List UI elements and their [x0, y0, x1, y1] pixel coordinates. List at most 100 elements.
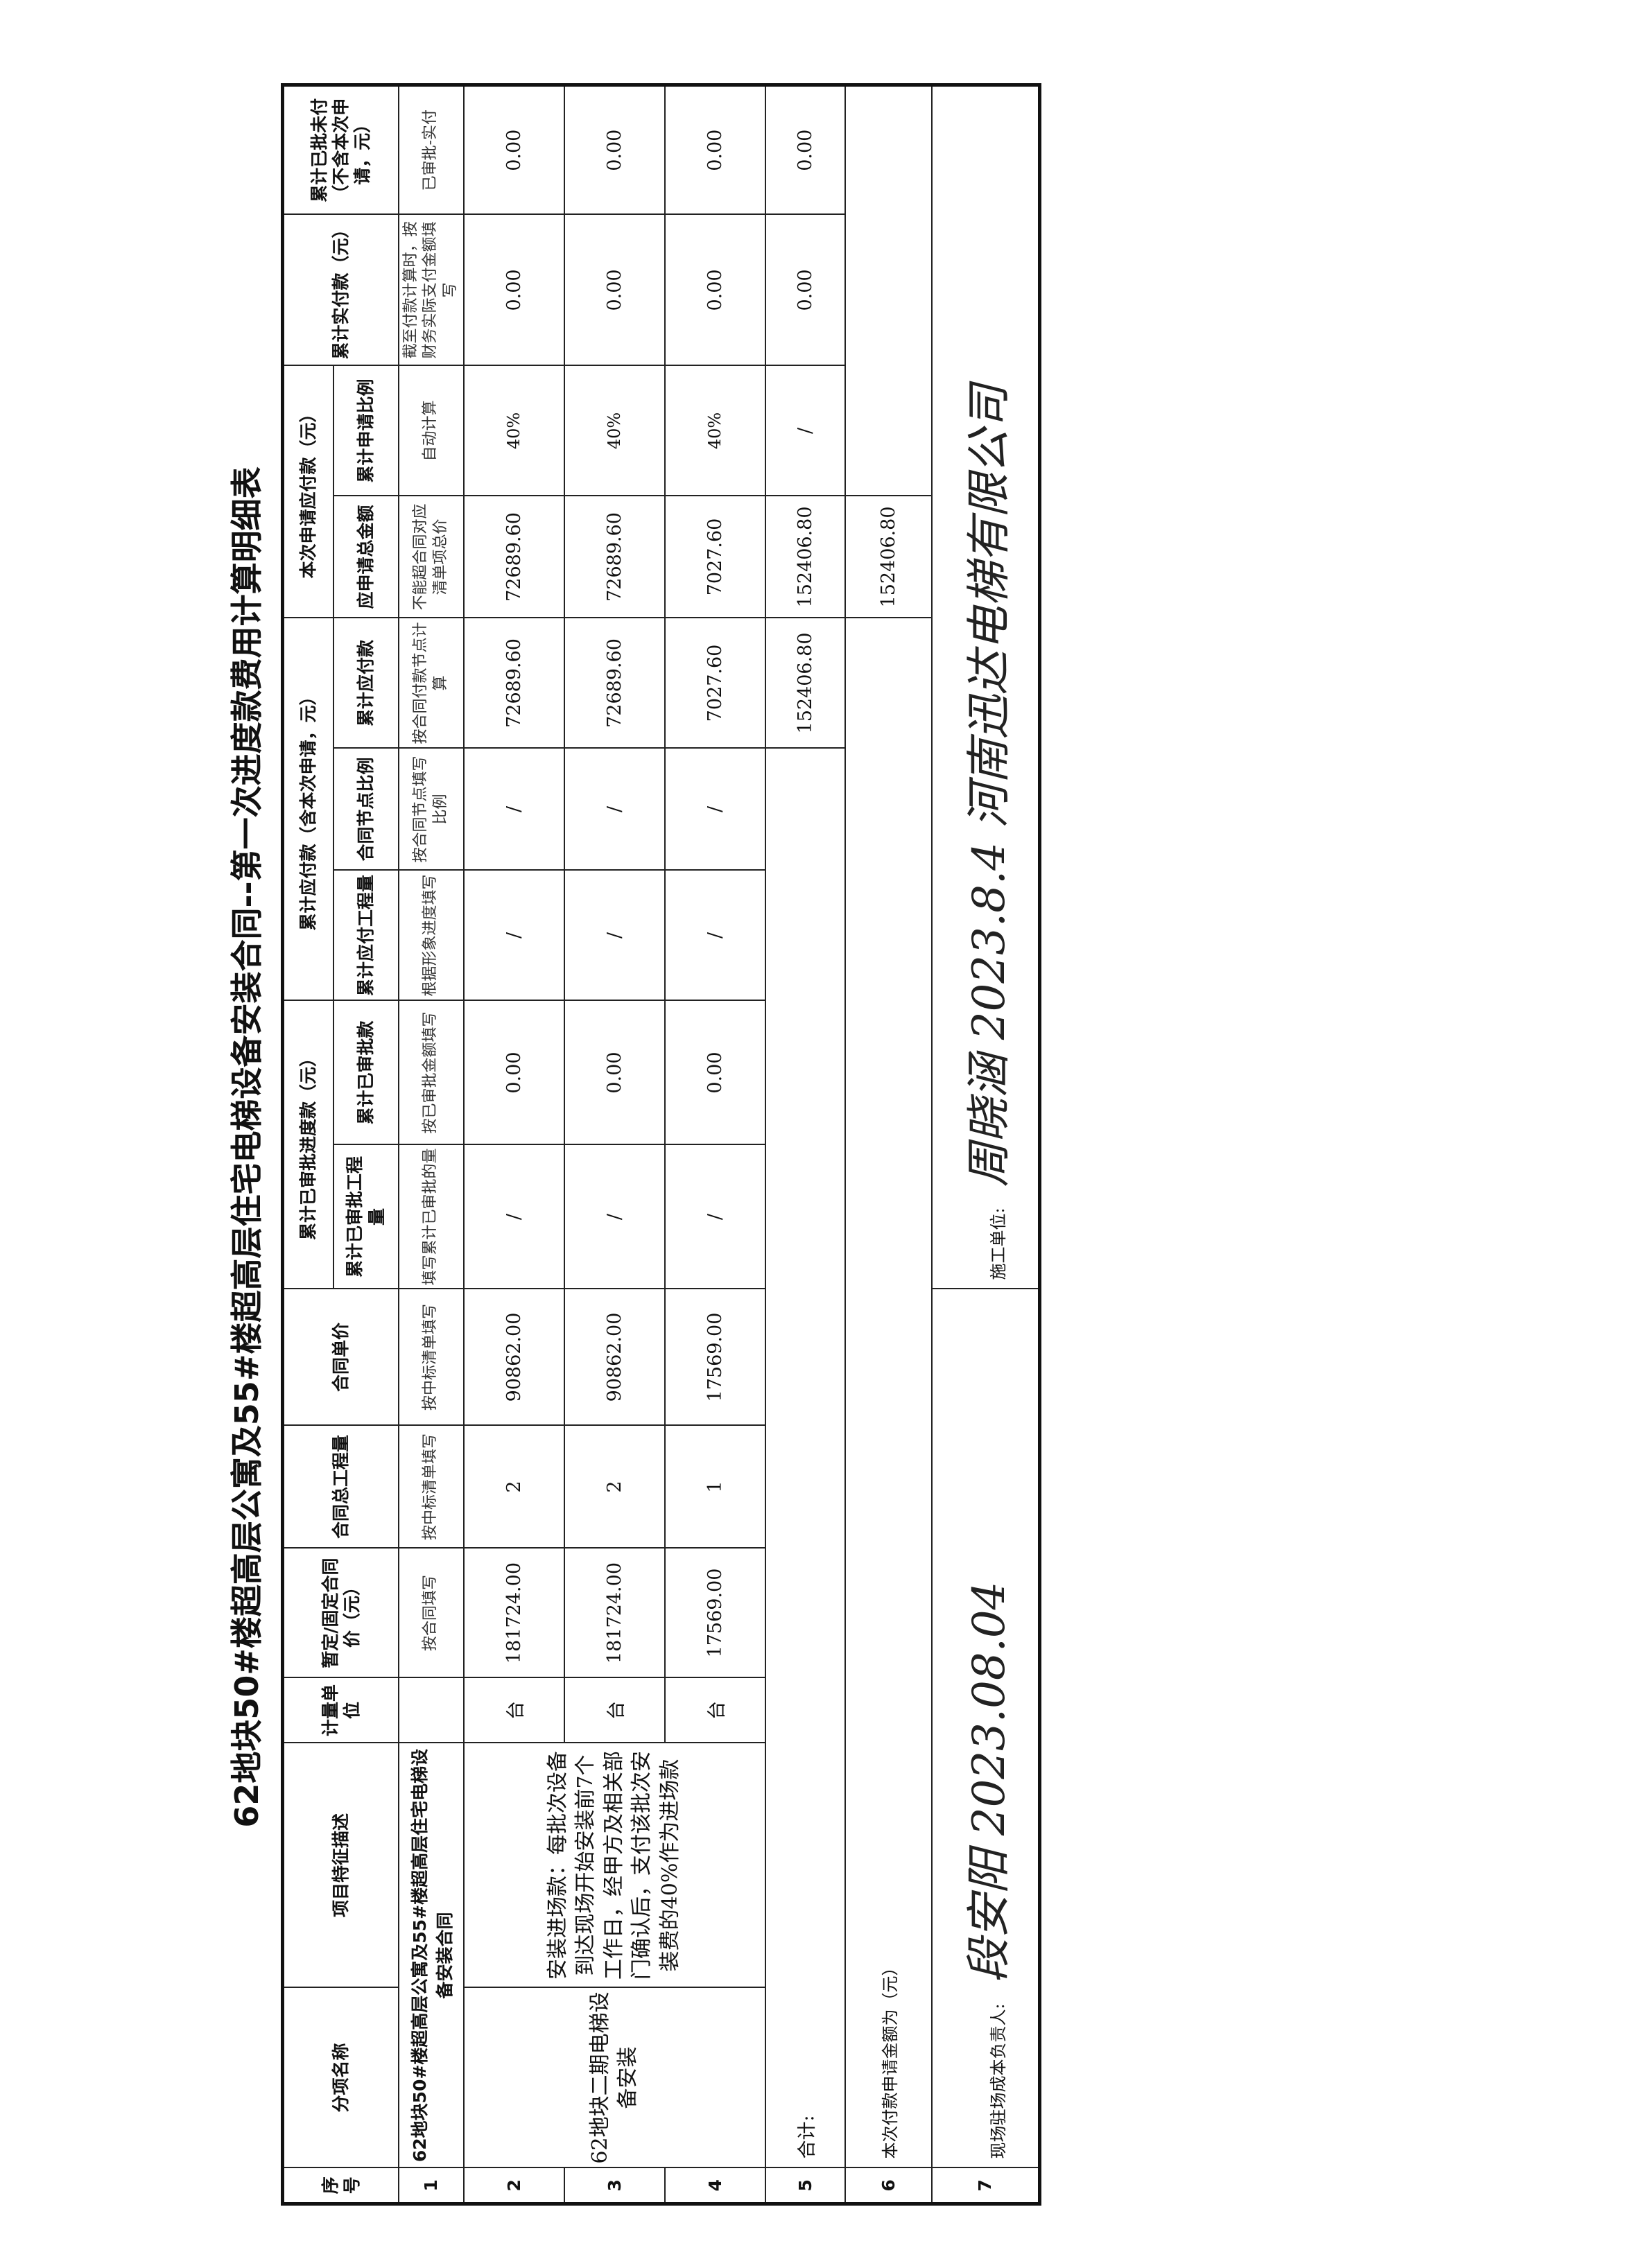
header-approved-group: 累计已审批进度款（元）	[282, 1000, 333, 1289]
cell-approved-qty: /	[564, 1144, 665, 1289]
total-label: 合计:	[765, 748, 845, 2168]
signature-row: 7 现场驻场成本负责人: 段安阳 2023.08.04 施工单位: 周晓涵 2023…	[931, 85, 1040, 2204]
cell-node-ratio: /	[463, 748, 564, 871]
cell-apply-ratio: 40%	[564, 365, 665, 496]
cell-payable-qty: /	[463, 870, 564, 1001]
header-unit: 计量单位	[282, 1677, 399, 1743]
cell-unit-price: 17569.00	[664, 1289, 765, 1426]
header-seq: 序号	[282, 2167, 399, 2204]
cell-unit: 台	[664, 1677, 765, 1743]
cell-node-ratio: /	[564, 748, 665, 871]
cell-paid: 0.00	[463, 214, 564, 366]
header-unpaid: 累计已批未付（不含本次申请，元）	[282, 85, 399, 215]
contractor-label: 施工单位:	[988, 1207, 1008, 1280]
cell-approved-amount: 0.00	[664, 1000, 765, 1145]
header-approved-qty: 累计已审批工程量	[333, 1144, 399, 1289]
cell-seq: 1	[398, 2167, 464, 2204]
cell-price: 181724.00	[463, 1548, 564, 1678]
note-cell: 自动计算	[398, 365, 464, 496]
cell-payable-qty: /	[564, 870, 665, 1001]
request-row: 6 本次付款申请金额为（元） 152406.80	[844, 85, 932, 2204]
cell-node-ratio: /	[664, 748, 765, 871]
request-label: 本次付款申请金额为（元）	[844, 618, 932, 2168]
note-cell: 根据形象进度填写	[398, 870, 464, 1001]
header-approved-amount: 累计已审批款	[333, 1000, 399, 1145]
header-apply-group: 本次申请应付款（元）	[282, 365, 333, 618]
note-cell: 不能超合同对应清单项总价	[398, 496, 464, 618]
cell-group-description: 安装进场款：每批次设备到达现场开始安装前7个工作日，经甲方及相关部门确认后，支付…	[463, 1743, 765, 1988]
header-price: 暂定/固定合同价（元）	[282, 1548, 399, 1678]
cell-paid: 0.00	[564, 214, 665, 366]
cell-seq: 7	[931, 2167, 1040, 2204]
payment-detail-table: 序号 分项名称 项目特征描述 计量单位 暂定/固定合同价（元） 合同总工程量 合…	[281, 82, 1041, 2206]
cell-payable-amount: 72689.60	[564, 618, 665, 749]
cell-group-name: 62地块二期电梯设备安装	[463, 1987, 765, 2168]
cell-payable-amount: 72689.60	[463, 618, 564, 749]
cell-apply-ratio: 40%	[664, 365, 765, 496]
note-cell: 已审批-实付	[398, 85, 464, 215]
cell-unit-price: 90862.00	[463, 1289, 564, 1426]
header-total-qty: 合同总工程量	[282, 1425, 399, 1549]
header-feature: 项目特征描述	[282, 1743, 399, 1988]
cell-price: 181724.00	[564, 1548, 665, 1678]
request-apply-total: 152406.80	[844, 496, 932, 618]
header-apply-ratio: 累计申请比例	[333, 365, 399, 496]
cell-qty: 1	[664, 1425, 765, 1549]
cell-seq: 3	[564, 2167, 665, 2204]
manager-sign-cell: 现场驻场成本负责人: 段安阳 2023.08.04	[931, 1289, 1040, 2168]
total-unpaid: 0.00	[765, 85, 845, 215]
cell-payable-qty: /	[664, 870, 765, 1001]
note-cell: 按合同填写	[398, 1548, 464, 1678]
header-apply-total: 应申请总金额	[333, 496, 399, 618]
note-cell: 截至付款计算时，按财务实际支付金额填写	[398, 214, 464, 366]
header-unit-price: 合同单价	[282, 1289, 399, 1426]
header-node-ratio: 合同节点比例	[333, 748, 399, 871]
cell-seq: 6	[844, 2167, 932, 2204]
request-empty	[844, 85, 932, 496]
total-paid: 0.00	[765, 214, 845, 366]
note-cell: 填写累计已审批的量	[398, 1144, 464, 1289]
cell-unpaid: 0.00	[564, 85, 665, 215]
note-cell: 按中标清单填写	[398, 1425, 464, 1549]
document-title: 62地块50#楼超高层公寓及55#楼超高层住宅电梯设备安装合同--第一次进度款费…	[228, 466, 266, 1828]
header-item-name: 分项名称	[282, 1987, 399, 2168]
note-cell: 按合同节点填写比例	[398, 748, 464, 871]
cell-unit: 台	[564, 1677, 665, 1743]
cell-approved-qty: /	[664, 1144, 765, 1289]
contractor-sign-cell: 施工单位: 周晓涵 2023.8.4 河南迅达电梯有限公司	[931, 85, 1040, 1289]
manager-label: 现场驻场成本负责人:	[988, 2003, 1008, 2159]
table-row: 1 62地块50#楼超高层公寓及55#楼超高层住宅电梯设备安装合同 按合同填写 …	[398, 85, 464, 2204]
cell-unit-price: 90862.00	[564, 1289, 665, 1426]
cell-qty: 2	[463, 1425, 564, 1549]
cell-unit	[398, 1677, 464, 1743]
contractor-signature: 周晓涵 2023.8.4 河南迅达电梯有限公司	[963, 384, 1015, 1187]
cell-paid: 0.00	[664, 214, 765, 366]
header-paid: 累计实付款（元）	[282, 214, 399, 366]
cell-seq: 5	[765, 2167, 845, 2204]
table-row: 2 62地块二期电梯设备安装 安装进场款：每批次设备到达现场开始安装前7个工作日…	[463, 85, 765, 2204]
cell-apply-total: 72689.60	[463, 496, 564, 618]
header-row-1: 序号 分项名称 项目特征描述 计量单位 暂定/固定合同价（元） 合同总工程量 合…	[282, 85, 399, 2204]
cell-apply-total: 72689.60	[564, 496, 665, 618]
cell-qty: 2	[564, 1425, 665, 1549]
cell-approved-amount: 0.00	[564, 1000, 665, 1145]
header-payable-qty: 累计应付工程量	[333, 870, 399, 1001]
cell-price: 17569.00	[664, 1548, 765, 1678]
cell-approved-qty: /	[463, 1144, 564, 1289]
manager-signature: 段安阳 2023.08.04	[963, 1581, 1015, 1983]
cell-unpaid: 0.00	[664, 85, 765, 215]
cell-seq: 4	[664, 2167, 765, 2204]
cell-payable-amount: 7027.60	[664, 618, 765, 749]
cell-apply-total: 7027.60	[664, 496, 765, 618]
total-row: 5 合计: 152406.80 152406.80 / 0.00 0.00	[765, 85, 845, 2204]
total-apply-ratio: /	[765, 365, 845, 496]
cell-approved-amount: 0.00	[463, 1000, 564, 1145]
cell-unpaid: 0.00	[463, 85, 564, 215]
cell-contract-name: 62地块50#楼超高层公寓及55#楼超高层住宅电梯设备安装合同	[398, 1743, 464, 2168]
note-cell: 按中标清单填写	[398, 1289, 464, 1426]
total-payable-amount: 152406.80	[765, 618, 845, 749]
total-apply-total: 152406.80	[765, 496, 845, 618]
note-cell: 按已审批金额填写	[398, 1000, 464, 1145]
note-cell: 按合同付款节点计算	[398, 618, 464, 749]
